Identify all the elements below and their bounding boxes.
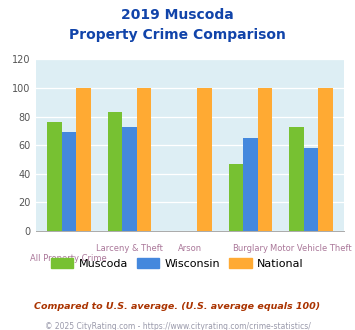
Text: © 2025 CityRating.com - https://www.cityrating.com/crime-statistics/: © 2025 CityRating.com - https://www.city… (45, 322, 310, 330)
Bar (76, 88, 91, 231)
Bar (229, 164, 243, 231)
Bar (258, 88, 272, 231)
Text: All Property Crime: All Property Crime (31, 254, 107, 263)
Bar (122, 127, 137, 231)
Bar (243, 138, 258, 231)
Legend: Muscoda, Wisconsin, National: Muscoda, Wisconsin, National (47, 253, 308, 273)
Bar (137, 88, 151, 231)
Bar (318, 88, 333, 231)
Bar (108, 112, 122, 231)
Text: Property Crime Comparison: Property Crime Comparison (69, 28, 286, 42)
Text: Arson: Arson (178, 244, 202, 253)
Bar (47, 122, 61, 231)
Text: Motor Vehicle Theft: Motor Vehicle Theft (270, 244, 352, 253)
Text: Larceny & Theft: Larceny & Theft (96, 244, 163, 253)
Bar (197, 88, 212, 231)
Text: Compared to U.S. average. (U.S. average equals 100): Compared to U.S. average. (U.S. average … (34, 302, 321, 311)
Bar (304, 148, 318, 231)
Text: Burglary: Burglary (233, 244, 268, 253)
Text: 2019 Muscoda: 2019 Muscoda (121, 8, 234, 22)
Bar (61, 132, 76, 231)
Bar (289, 127, 304, 231)
